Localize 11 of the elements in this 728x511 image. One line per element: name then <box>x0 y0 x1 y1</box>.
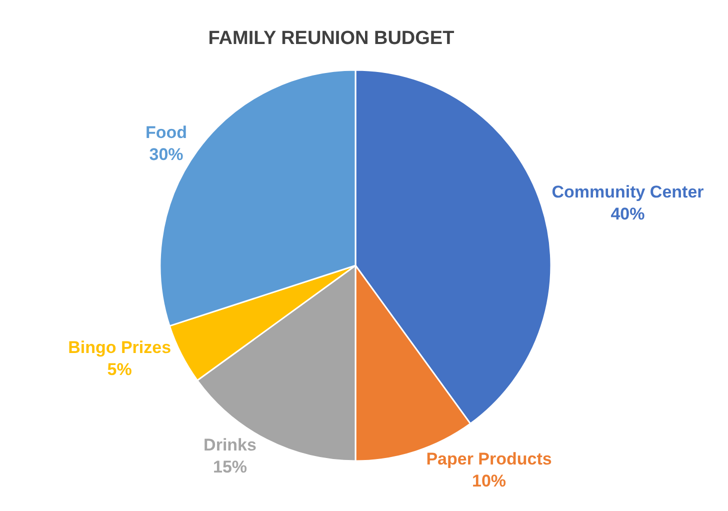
data-label: 15% <box>212 458 248 477</box>
data-label: 30% <box>149 145 184 164</box>
data-label: 5% <box>107 360 132 380</box>
slice-label: Bingo Prizes <box>68 338 172 357</box>
chart-title: FAMILY REUNION BUDGET <box>208 28 455 49</box>
slice-label: Community Center <box>552 182 704 202</box>
data-label: 40% <box>610 204 645 224</box>
data-label: 10% <box>472 472 506 491</box>
slice-label: Paper Products <box>426 449 552 468</box>
slice-label: Drinks <box>204 435 256 454</box>
slice-label: Food <box>146 122 188 142</box>
